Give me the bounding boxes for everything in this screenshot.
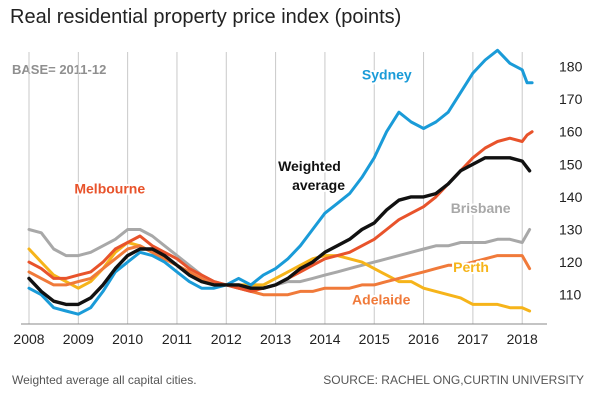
x-axis-ticks: 2008 2009 2010 2011 2012 2013 2014 2015 2016 2017… [13,331,538,347]
footnote: Weighted average all capital cities. [12,373,197,387]
base-note: BASE= 2011-12 [12,62,107,77]
y-tick-label: 160 [559,124,583,140]
y-tick-label: 140 [559,189,583,205]
x-tick-label: 2011 [162,331,192,347]
series-label-adelaide: Adelaide [352,291,411,307]
y-tick-label: 170 [559,91,583,107]
y-tick-label: 150 [559,156,583,172]
series-label-perth: Perth [453,259,489,275]
gridlines [21,52,547,325]
x-tick-label: 2013 [260,331,291,347]
x-tick-label: 2010 [112,331,143,347]
x-tick-label: 2009 [63,331,94,347]
series-label-melbourne: Melbourne [74,181,145,197]
x-tick-label: 2017 [457,331,488,347]
series-line-adelaide [27,244,532,297]
x-tick-label: 2012 [211,331,242,347]
series-label-brisbane: Brisbane [451,200,511,216]
x-tick-label: 2016 [408,331,439,347]
series-line-perth [27,241,532,313]
series-label-weighted-line2: average [292,177,345,193]
y-axis-ticks: 110 120 130 140 150 160 170 180 [559,59,583,303]
y-tick-label: 120 [559,254,583,270]
series-label-weighted: Weighted [278,158,341,174]
series-labels: Brisbane Perth Adelaide Sydney Melbourne Weig… [72,65,512,310]
series-line-weighted [27,156,532,307]
series-lines [27,48,534,316]
x-tick-label: 2015 [359,331,390,347]
x-tick-label: 2008 [13,331,44,347]
x-tick-label: 2018 [507,331,538,347]
source-credit: SOURCE: RACHEL ONG,CURTIN UNIVERSITY [323,373,584,387]
y-tick-label: 110 [559,287,582,303]
x-tick-label: 2014 [309,331,340,347]
series-line-sydney [27,48,534,316]
series-label-sydney: Sydney [362,67,412,83]
chart-title: Real residential property price index (p… [10,6,402,28]
y-tick-label: 180 [559,59,583,75]
y-tick-label: 130 [559,221,583,237]
